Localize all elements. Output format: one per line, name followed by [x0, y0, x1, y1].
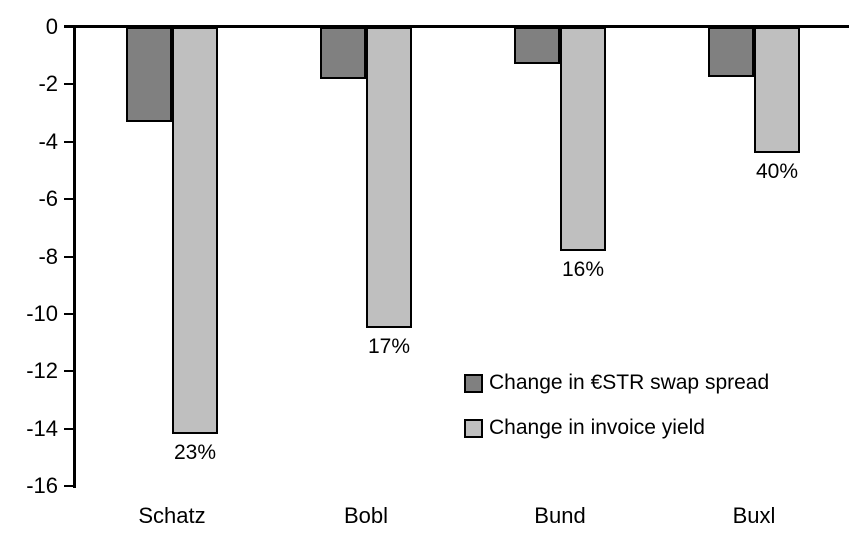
- bar-swap-spread: [708, 27, 754, 77]
- x-category-label: Bobl: [343, 503, 389, 528]
- y-tick-label: -6: [38, 186, 58, 212]
- value-label: 40%: [755, 160, 799, 184]
- y-tick: [64, 255, 73, 258]
- y-tick-label: 0: [45, 14, 58, 39]
- x-category-label: Buxl: [732, 503, 776, 528]
- y-tick: [64, 485, 73, 487]
- bar-invoice-yield: [560, 27, 606, 251]
- bar-swap-spread: [514, 27, 560, 64]
- legend-swatch-swap-spread: [464, 373, 483, 393]
- y-tick-label: -14: [26, 415, 58, 441]
- legend-item-invoice-yield: Change in invoice yield: [464, 417, 769, 439]
- y-tick: [64, 312, 73, 315]
- y-axis-line: [73, 25, 76, 488]
- legend-label-swap-spread: Change in €STR swap spread: [489, 371, 770, 394]
- value-label: 23%: [173, 441, 217, 465]
- value-label: 17%: [367, 335, 411, 359]
- value-label: 16%: [561, 257, 605, 281]
- x-category-label: Bund: [534, 503, 586, 528]
- y-tick: [64, 427, 73, 430]
- y-tick-label: -12: [26, 358, 58, 384]
- legend-label-invoice-yield: Change in invoice yield: [489, 416, 705, 439]
- legend-swatch-invoice-yield: [464, 418, 483, 438]
- y-tick-label: -10: [26, 300, 58, 326]
- bar-invoice-yield: [366, 27, 412, 328]
- y-tick: [64, 198, 73, 201]
- chart-legend: Change in €STR swap spread Change in inv…: [464, 372, 769, 462]
- y-tick: [64, 83, 73, 86]
- bar-invoice-yield: [754, 27, 800, 153]
- legend-item-swap-spread: Change in €STR swap spread: [464, 372, 769, 394]
- zero-line: [64, 25, 849, 28]
- y-tick-label: -8: [38, 243, 58, 269]
- y-tick-label: -2: [38, 71, 58, 97]
- bar-swap-spread: [320, 27, 366, 79]
- bar-swap-spread: [126, 27, 172, 122]
- bar-invoice-yield: [172, 27, 218, 434]
- y-tick-label: -4: [38, 128, 58, 154]
- y-tick: [64, 370, 73, 373]
- y-tick: [64, 140, 73, 143]
- y-tick-label: -16: [26, 473, 58, 498]
- x-category-label: Schatz: [138, 503, 206, 528]
